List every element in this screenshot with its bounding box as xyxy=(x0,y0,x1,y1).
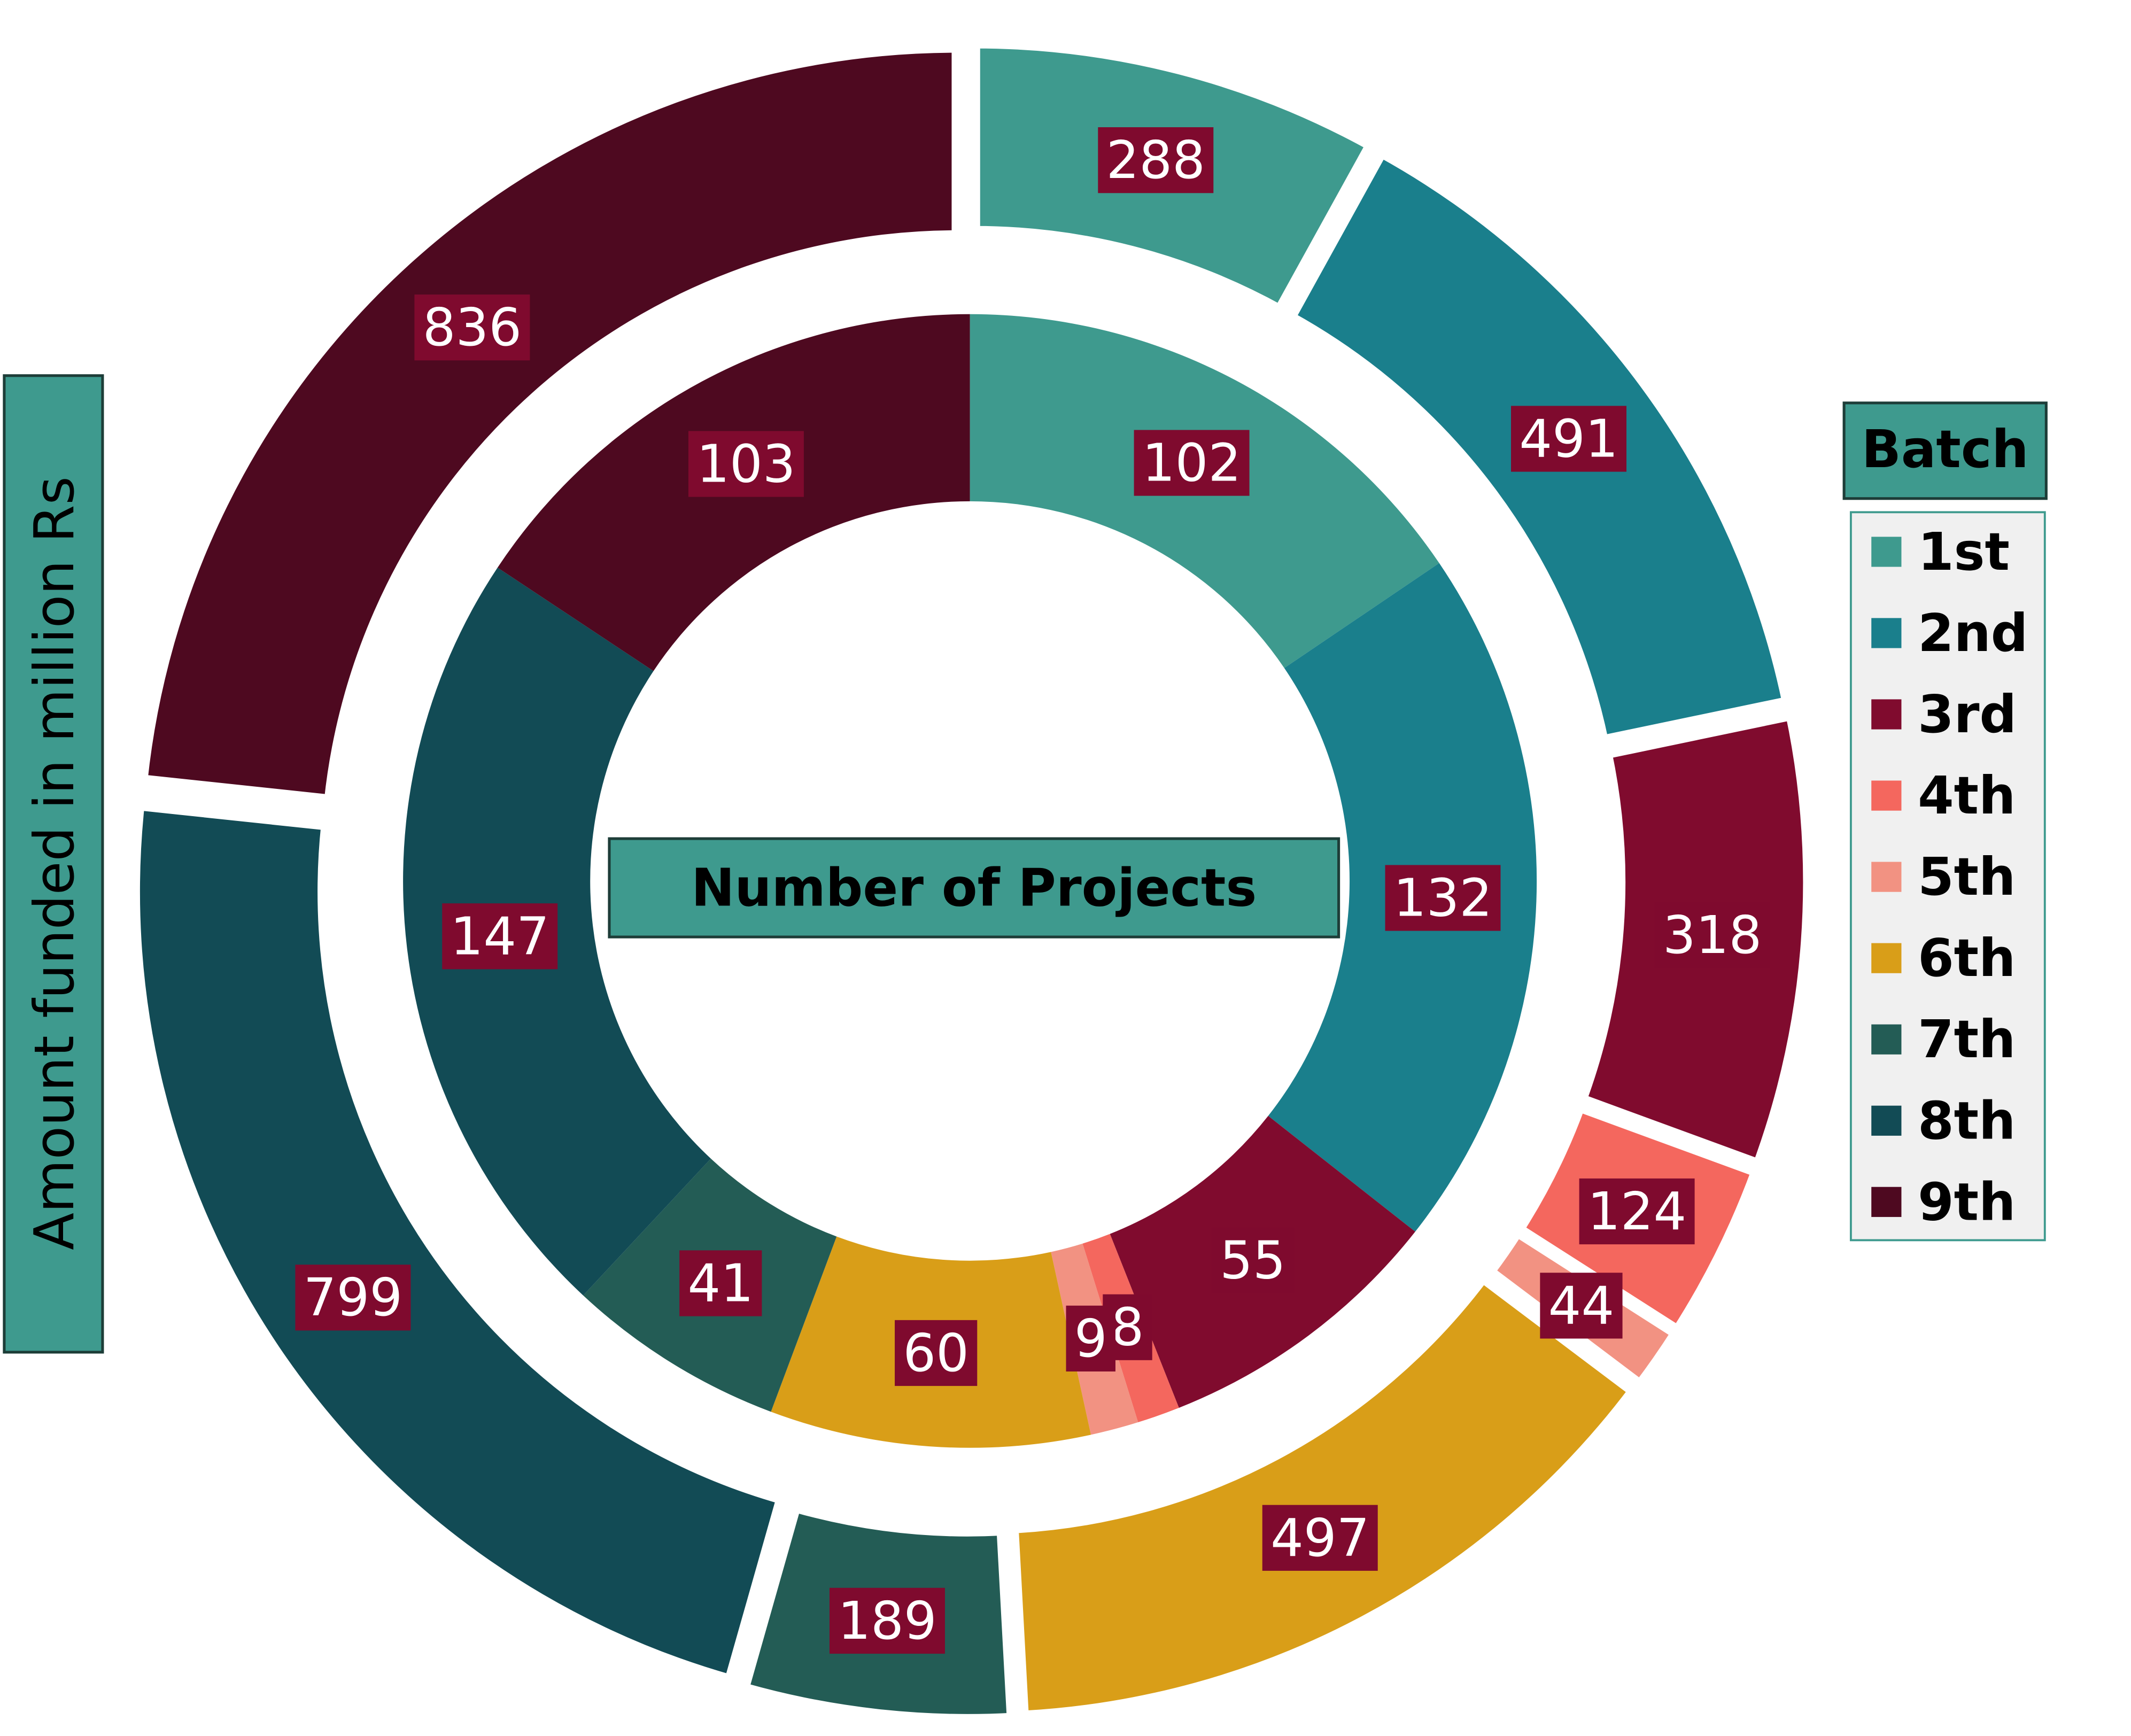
series-name-outer: Amount funded in million Rs xyxy=(23,476,87,1250)
legend-title: Batch xyxy=(1862,419,2029,479)
data-label-group: 124 xyxy=(1579,1178,1695,1245)
data-label: 55 xyxy=(1220,1230,1286,1291)
data-label-bg xyxy=(1654,902,1770,968)
data-label: 147 xyxy=(451,906,549,966)
data-label-group: 491 xyxy=(1511,406,1627,472)
data-label-group: 836 xyxy=(414,294,530,361)
data-label: 41 xyxy=(687,1253,754,1313)
legend-label: 8th xyxy=(1918,1090,2016,1151)
data-label-group: 288 xyxy=(1098,127,1214,193)
data-label: 836 xyxy=(423,297,522,358)
legend-label: 1st xyxy=(1918,522,2010,582)
data-label-group: 497 xyxy=(1262,1505,1378,1571)
data-label-bg xyxy=(1511,406,1627,472)
legend-label: 5th xyxy=(1918,847,2016,907)
data-label-group: 189 xyxy=(829,1587,945,1654)
data-label-group: 44 xyxy=(1540,1273,1623,1339)
legend-swatch xyxy=(1871,537,1902,567)
data-label-bg xyxy=(1134,430,1250,496)
data-label-group: 103 xyxy=(688,431,804,497)
rings: 102 132 55 89 60 41 147 103 288 491 318 124 44 497 189… xyxy=(129,37,1814,1725)
series-name-inner: Number of Projects xyxy=(691,858,1257,918)
data-label-bg xyxy=(829,1587,945,1654)
legend-label: 9th xyxy=(1918,1172,2016,1232)
data-label-bg xyxy=(1262,1505,1378,1571)
data-label-bg xyxy=(1579,1178,1695,1245)
legend-label: 6th xyxy=(1918,928,2016,988)
data-label-bg xyxy=(442,903,558,970)
data-label: 124 xyxy=(1587,1181,1686,1242)
slice xyxy=(1007,1269,1641,1722)
center-label-box xyxy=(608,837,1340,939)
data-label: 288 xyxy=(1106,130,1205,190)
data-label: 491 xyxy=(1519,408,1618,469)
data-label: 8 xyxy=(1111,1297,1144,1358)
data-label-bg xyxy=(414,294,530,361)
data-label: 9 xyxy=(1074,1308,1107,1369)
legend-label: 7th xyxy=(1918,1009,2016,1070)
legend-swatch xyxy=(1871,780,1902,811)
data-label-bg xyxy=(1385,865,1501,931)
legend-label: 3rd xyxy=(1918,684,2017,745)
data-label-bg xyxy=(1066,1305,1115,1372)
data-label: 132 xyxy=(1393,868,1492,928)
axis-label-box xyxy=(3,374,104,1354)
data-label: 60 xyxy=(903,1323,969,1383)
data-label-bg xyxy=(895,1320,978,1386)
data-label-group: 9 xyxy=(1066,1305,1115,1372)
data-label-group: 318 xyxy=(1654,902,1770,968)
data-label: 102 xyxy=(1142,433,1241,493)
legend-swatch xyxy=(1871,699,1902,730)
data-label-bg xyxy=(1098,127,1214,193)
data-label: 44 xyxy=(1548,1275,1615,1336)
legend-swatch xyxy=(1871,1105,1902,1136)
data-label-group: 102 xyxy=(1134,430,1250,496)
data-label: 189 xyxy=(838,1591,936,1651)
legend-swatch xyxy=(1871,1024,1902,1055)
legend-swatch xyxy=(1871,1187,1902,1217)
data-label-group: 799 xyxy=(295,1265,411,1331)
slice xyxy=(136,42,963,807)
data-label-bg xyxy=(1540,1273,1623,1339)
legend-swatch xyxy=(1871,943,1902,973)
data-label-group: 60 xyxy=(895,1320,978,1386)
data-label-group: 132 xyxy=(1385,865,1501,931)
data-label: 318 xyxy=(1663,905,1762,965)
data-label-bg xyxy=(295,1265,411,1331)
legend-label: 4th xyxy=(1918,765,2016,826)
legend-swatch xyxy=(1871,618,1902,648)
legend-title-box xyxy=(1842,401,2048,500)
slice xyxy=(129,799,788,1687)
data-label: 497 xyxy=(1270,1508,1369,1568)
legend-swatch xyxy=(1871,862,1902,892)
data-label: 799 xyxy=(304,1267,402,1328)
legend-label: 2nd xyxy=(1918,603,2028,663)
data-label-bg xyxy=(679,1250,762,1316)
data-label: 103 xyxy=(696,434,795,494)
data-label-group: 147 xyxy=(442,903,558,970)
data-label-group: 41 xyxy=(679,1250,762,1316)
data-label-group: 55 xyxy=(1211,1227,1295,1293)
data-label-bg xyxy=(1211,1227,1295,1293)
data-label-bg xyxy=(688,431,804,497)
